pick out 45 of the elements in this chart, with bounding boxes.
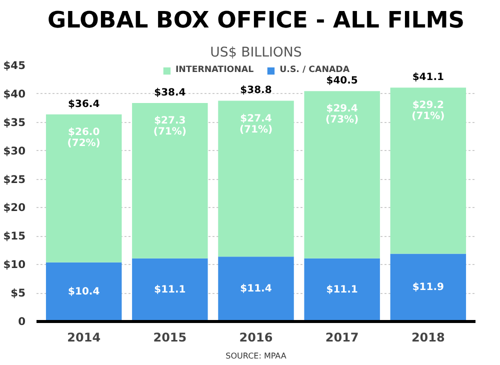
y-tick-label: $40 (3, 87, 26, 100)
chart-title: GLOBAL BOX OFFICE - ALL FILMS (47, 8, 465, 34)
bar (304, 258, 380, 322)
x-tick-label: 2017 (325, 330, 359, 344)
data-label: $27.3 (71%) (153, 116, 186, 138)
y-tick-label: $15 (3, 230, 26, 243)
y-tick-label: $20 (3, 201, 26, 214)
y-tick-label: $10 (3, 258, 26, 272)
data-label: $11.9 (412, 282, 444, 294)
bar (132, 258, 208, 322)
total-label: $40.5 (326, 76, 358, 87)
x-tick-label: 2016 (239, 330, 273, 344)
total-label: $38.4 (154, 87, 186, 98)
y-tick-label: $5 (10, 286, 26, 300)
y-tick-label: $35 (3, 116, 26, 129)
total-label: $38.8 (240, 85, 272, 96)
bar (46, 262, 122, 322)
total-label: $41.1 (412, 72, 444, 84)
y-tick-label: $25 (3, 172, 26, 186)
total-label: $36.4 (68, 98, 100, 110)
chart-subtitle: US$ BILLIONS (210, 46, 302, 60)
y-tick-label: $30 (3, 144, 26, 158)
bar (390, 88, 466, 254)
bar (218, 100, 294, 257)
y-tick-label: 0 (18, 315, 26, 328)
data-label: $29.2 (71%) (412, 100, 445, 122)
data-label: $11.1 (326, 284, 358, 296)
legend-label: INTERNATIONAL (175, 65, 254, 75)
data-label: $27.4 (71%) (239, 113, 273, 136)
x-tick-label: 2018 (411, 330, 445, 344)
bar (218, 256, 294, 322)
x-tick-label: 2015 (153, 330, 187, 344)
data-label: $29.4 (73%) (326, 104, 359, 126)
legend-label: U.S. / CANADA (280, 65, 350, 75)
bar (390, 254, 466, 322)
x-tick-label: 2014 (67, 330, 101, 344)
data-label: $26.0 (72%) (67, 126, 100, 149)
source-note: SOURCE: MPAA (226, 352, 287, 360)
bar (132, 103, 208, 258)
data-label: $10.4 (68, 286, 100, 298)
data-label: $11.4 (240, 284, 272, 295)
data-label: $11.1 (154, 284, 186, 296)
bar (304, 91, 380, 258)
bar (46, 114, 122, 262)
y-tick-label: $45 (3, 59, 26, 72)
